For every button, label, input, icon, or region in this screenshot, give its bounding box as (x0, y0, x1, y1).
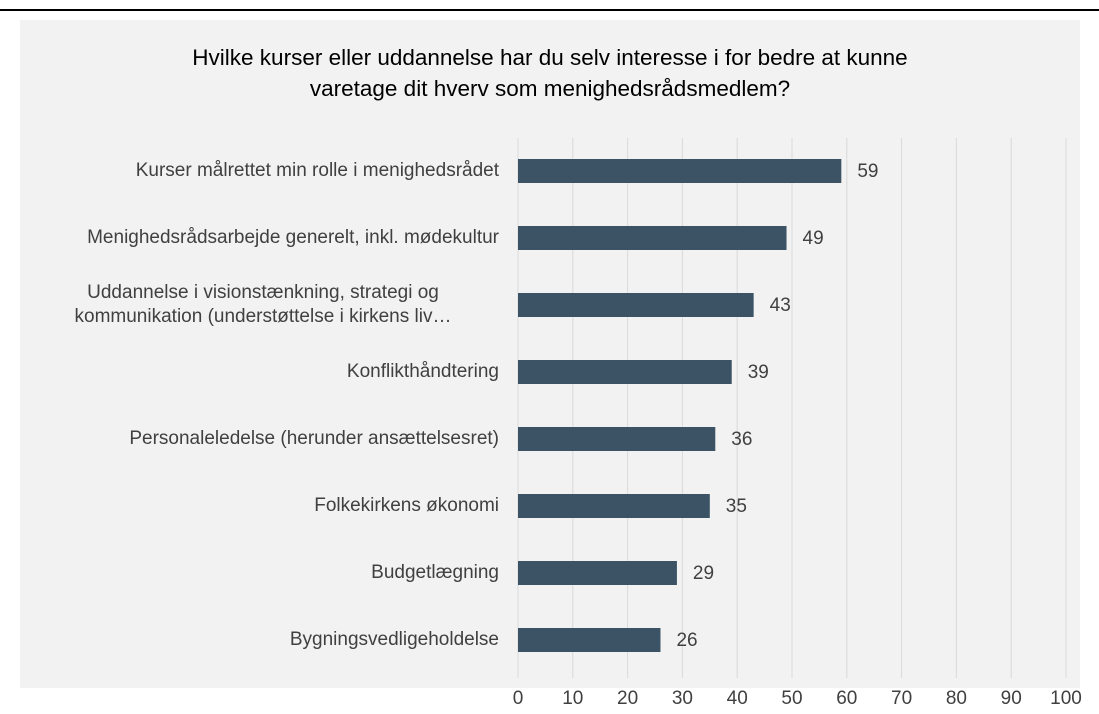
x-tick-label: 40 (727, 688, 748, 709)
chart-title: Hvilke kurser eller uddannelse har du se… (192, 45, 908, 101)
category-label: Personaleledelse (herunder ansættelsesre… (129, 428, 499, 449)
x-tick-label: 50 (781, 688, 802, 709)
category-label: Bygningsvedligeholdelse (289, 629, 499, 650)
x-tick-label: 80 (946, 688, 967, 709)
data-label: 26 (676, 630, 697, 651)
category-label: Kurser målrettet min rolle i menighedsrå… (135, 160, 499, 181)
bar (518, 494, 710, 518)
data-label: 39 (748, 362, 769, 383)
x-tick-label: 30 (672, 688, 693, 709)
category-label: Uddannelse i visionstænkning, strategi o… (74, 282, 452, 327)
category-label-box: Kurser målrettet min rolle i menighedsrå… (19, 141, 499, 201)
category-label-box: Konflikthåndtering (19, 342, 499, 402)
category-label-box: Personaleledelse (herunder ansættelsesre… (19, 409, 499, 469)
data-label: 29 (693, 563, 714, 584)
category-label: Folkekirkens økonomi (314, 495, 499, 516)
data-label: 36 (731, 429, 752, 450)
x-tick-label: 70 (891, 688, 912, 709)
category-label-box: Uddannelse i visionstænkning, strategi o… (19, 275, 499, 335)
bar (518, 360, 732, 384)
category-label-box: Folkekirkens økonomi (19, 476, 499, 536)
category-label-box: Budgetlægning (19, 543, 499, 603)
x-tick-label: 20 (617, 688, 638, 709)
data-label: 59 (857, 161, 878, 182)
x-tick-label: 100 (1050, 688, 1082, 709)
x-tick-label: 0 (513, 688, 524, 709)
category-label: Konflikthåndtering (346, 361, 499, 382)
category-label-box: Bygningsvedligeholdelse (19, 610, 499, 670)
x-tick-label: 10 (562, 688, 583, 709)
bar (518, 427, 716, 451)
bar (518, 159, 842, 183)
data-label: 43 (770, 295, 791, 316)
category-label-box: Menighedsrådsarbejde generelt, inkl. mød… (19, 208, 499, 268)
data-label: 49 (803, 228, 824, 249)
bar (518, 628, 661, 652)
x-tick-label: 90 (1001, 688, 1022, 709)
top-rule (0, 9, 1099, 11)
bar (518, 226, 787, 250)
category-label: Menighedsrådsarbejde generelt, inkl. mød… (87, 227, 499, 248)
data-label: 35 (726, 496, 747, 517)
category-label: Budgetlægning (371, 562, 499, 583)
bar (518, 561, 677, 585)
x-tick-label: 60 (836, 688, 857, 709)
bar (518, 293, 754, 317)
